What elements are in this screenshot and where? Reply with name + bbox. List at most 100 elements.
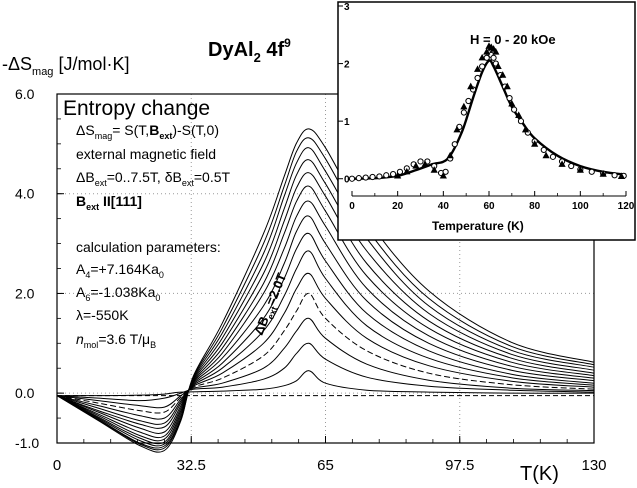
series-line-6T bbox=[56, 159, 595, 447]
series-line-7_5T bbox=[56, 128, 595, 453]
inset-circle-point bbox=[568, 162, 575, 170]
inset-y-tick-label: 3 bbox=[344, 2, 350, 13]
series-line-1_5T bbox=[56, 317, 595, 409]
inset-triangle-point bbox=[473, 65, 482, 72]
main-series bbox=[56, 128, 595, 453]
inset-circle-point bbox=[355, 175, 362, 182]
inset-triangle-point bbox=[403, 167, 411, 175]
inset-y-tick-label: 1 bbox=[344, 117, 350, 128]
inset-circle-point bbox=[451, 141, 458, 148]
inset-circle-point bbox=[390, 171, 397, 178]
inset-x-tick-label: 20 bbox=[392, 201, 404, 212]
x-tick-label: 97.5 bbox=[445, 457, 474, 474]
inset-x-tick-label: 0 bbox=[349, 201, 355, 212]
legend-line-lambda: λ=-550K bbox=[76, 307, 129, 323]
series-line-5_5T bbox=[56, 172, 595, 445]
x-tick-label: 65 bbox=[317, 457, 334, 474]
inset-triangle-point bbox=[430, 166, 438, 173]
inset-circle-point bbox=[588, 168, 595, 175]
inset-circle-point bbox=[460, 109, 467, 116]
inset-circle-point bbox=[442, 168, 449, 175]
inset-circle-point bbox=[490, 54, 497, 61]
legend-line-a4: A4=+7.164Ka0 bbox=[76, 261, 164, 280]
inset-triangle-point bbox=[421, 160, 429, 167]
inset-triangle-point bbox=[453, 125, 461, 133]
main-ticks: 0 32.5 65 97.5 130 -1.0 0.0 2.0 4.0 6.0 bbox=[15, 86, 607, 474]
y-tick-label: 6.0 bbox=[15, 86, 35, 102]
x-tick-label: 32.5 bbox=[177, 457, 206, 474]
inset-circle-point bbox=[517, 118, 525, 125]
inset-x-tick-label: 120 bbox=[618, 201, 635, 212]
series-line-6_5T bbox=[56, 147, 595, 449]
inset-frame bbox=[337, 1, 636, 241]
inset-circle-point bbox=[511, 106, 518, 113]
legend-line-field-range: ΔBext=0..7.5T, δBext=0.5T bbox=[76, 169, 230, 188]
inset-triangle-point bbox=[599, 170, 607, 177]
inset-triangle-point bbox=[503, 82, 511, 90]
inset-x-tick-label: 80 bbox=[529, 201, 541, 212]
inset-model-line bbox=[351, 59, 627, 180]
y-axis-label: -ΔSmag [J/mol·K] bbox=[2, 54, 129, 78]
inset-triangle-point bbox=[460, 102, 468, 110]
inset-circle-point bbox=[383, 172, 390, 179]
inset-triangle-point bbox=[394, 171, 402, 179]
inset-triangle-point bbox=[558, 160, 566, 167]
inset-circle-point bbox=[465, 97, 472, 105]
inset-x-tick-label: 60 bbox=[483, 201, 495, 212]
inset-x-tick-label: 100 bbox=[572, 201, 589, 212]
inset-triangle-point bbox=[446, 151, 454, 159]
inset-circle-point bbox=[362, 174, 369, 181]
inset-triangle-point bbox=[494, 62, 502, 70]
inset-title: H = 0 - 20 kOe bbox=[470, 32, 556, 47]
inset-triangle-point bbox=[478, 53, 486, 61]
inset-triangle-point bbox=[483, 48, 491, 55]
legend-line-nmol: nmol=3.6 T/μB bbox=[76, 331, 156, 350]
legend-line-field-direction: Bext II[111] bbox=[76, 193, 142, 212]
y-tick-label: 0.0 bbox=[15, 385, 35, 401]
x-tick-label: 130 bbox=[581, 457, 606, 474]
inset-chart: 0 20 40 60 80 100 120 0 1 2 3 H = 0 - 20 kOe Tempe… bbox=[337, 1, 636, 241]
main-chart: 0 32.5 65 97.5 130 -1.0 0.0 2.0 4.0 6.0 DyAl2 4f9… bbox=[2, 36, 607, 485]
legend-line-entropy-def: ΔSmag= S(T,Bext)-S(T,0) bbox=[76, 122, 219, 141]
inset-markers bbox=[348, 42, 627, 182]
series-line-4_5T bbox=[56, 200, 595, 439]
inset-triangle-point bbox=[492, 48, 500, 55]
inset-triangle-point bbox=[439, 171, 447, 179]
inset-circle-point bbox=[417, 158, 424, 165]
inset-y-tick-label: 2 bbox=[344, 60, 350, 71]
inset-triangle-point bbox=[515, 111, 523, 118]
inset-triangle-point bbox=[499, 71, 507, 78]
series-line-7T bbox=[56, 137, 595, 451]
x-axis-label: T(K) bbox=[520, 463, 559, 485]
main-grid bbox=[57, 94, 594, 443]
inset-circle-point bbox=[376, 173, 383, 180]
inset-x-axis-label: Temperature (K) bbox=[432, 219, 524, 233]
legend-heading: Entropy change bbox=[63, 97, 210, 120]
inset-circle-point bbox=[348, 175, 356, 182]
y-tick-label: 2.0 bbox=[15, 285, 35, 301]
legend-line-a6: A6=-1.038Ka0 bbox=[76, 284, 160, 303]
inset-ticks: 0 20 40 60 80 100 120 0 1 2 3 bbox=[338, 2, 635, 212]
inset-x-tick-label: 40 bbox=[438, 201, 450, 212]
y-tick-label: 4.0 bbox=[15, 186, 35, 202]
x-tick-label: 0 bbox=[53, 457, 61, 474]
inset-triangle-point bbox=[531, 140, 539, 147]
inset-triangle-point bbox=[542, 151, 550, 159]
series-line-3_5T bbox=[56, 232, 595, 429]
series-line-0_5T bbox=[56, 370, 595, 397]
inset-circle-point bbox=[369, 173, 376, 181]
inset-triangle-point bbox=[412, 162, 420, 169]
inset-circle-point bbox=[396, 168, 404, 175]
inset-model-curve bbox=[351, 59, 627, 180]
inset-triangle-point bbox=[467, 82, 475, 90]
series-line-2T bbox=[56, 292, 595, 414]
inset-circle-point bbox=[479, 63, 486, 70]
series-line-2_5T bbox=[56, 272, 595, 420]
series-line-1T bbox=[56, 342, 595, 402]
series-line-5T bbox=[56, 185, 595, 442]
legend-line-calc-params: calculation parameters: bbox=[76, 239, 221, 255]
series-line-3T bbox=[56, 250, 595, 425]
legend-line-field: external magnetic field bbox=[76, 146, 216, 162]
inset-circle-point bbox=[506, 95, 513, 102]
